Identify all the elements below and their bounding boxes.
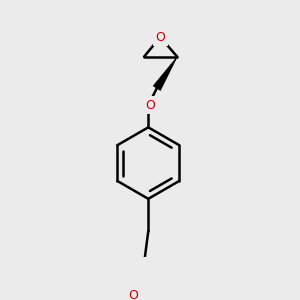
Text: O: O — [155, 31, 165, 44]
Text: O: O — [145, 99, 155, 112]
Polygon shape — [153, 57, 177, 91]
Text: O: O — [128, 289, 138, 300]
